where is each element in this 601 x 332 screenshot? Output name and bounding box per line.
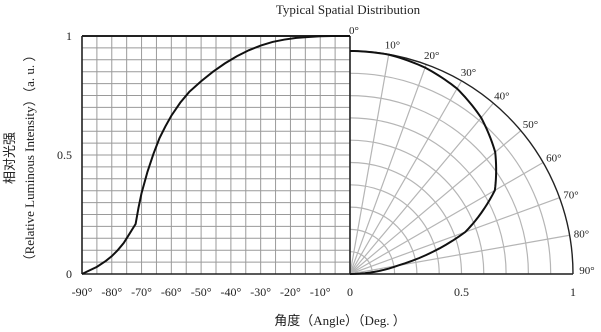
- polar-ring: [349, 72, 552, 275]
- x-tick-label: -10°: [310, 285, 331, 299]
- polar-curve: [349, 50, 498, 275]
- polar-r-tick-label: 1: [570, 285, 576, 299]
- y-tick-label: 1: [66, 29, 72, 43]
- polar-ring: [349, 139, 485, 275]
- polar-angle-label: 90°: [579, 265, 594, 277]
- axes: [81, 35, 573, 275]
- x-axis-label: 角度（Angle）（Deg. ）: [274, 313, 405, 328]
- polar-angle-label: 20°: [424, 50, 439, 62]
- x-tick-label: -20°: [280, 285, 301, 299]
- polar-angle-label: 10°: [385, 40, 400, 52]
- x-tick-label: -30°: [250, 285, 271, 299]
- polar-outer-arc: [349, 50, 574, 275]
- polar-r-tick-label: 0.5: [454, 285, 469, 299]
- x-tick-label: -60°: [161, 285, 182, 299]
- polar-ring: [349, 206, 418, 275]
- polar-angle-label: 70°: [563, 189, 578, 201]
- grid: [81, 35, 351, 275]
- polar-ring: [349, 184, 440, 275]
- x-tick-label: -80°: [101, 285, 122, 299]
- cartesian-curve: [81, 35, 350, 275]
- polar-angle-label: 0°: [349, 25, 359, 37]
- labels: Typical Spatial Distribution 角度（Angle）（D…: [2, 2, 595, 328]
- y-axis-label-line1: 相对光强: [2, 132, 17, 184]
- y-tick-label: 0.5: [57, 148, 72, 162]
- polar-grid: [349, 50, 574, 275]
- curves: [81, 35, 498, 275]
- y-axis-label-line2: （Relative Luminous Intensity）（a. u. ）: [22, 49, 37, 268]
- polar-ring: [349, 117, 507, 275]
- x-tick-label: -50°: [191, 285, 212, 299]
- polar-angle-label: 80°: [574, 229, 589, 241]
- polar-angle-label: 40°: [494, 91, 509, 103]
- chart-title: Typical Spatial Distribution: [276, 2, 421, 17]
- polar-ring: [349, 251, 373, 275]
- x-tick-label: -90°: [72, 285, 93, 299]
- polar-angle-label: 60°: [546, 153, 561, 165]
- x-tick-label: 0: [347, 285, 353, 299]
- x-tick-label: -40°: [220, 285, 241, 299]
- polar-angle-label: 30°: [461, 67, 476, 79]
- x-tick-label: -70°: [131, 285, 152, 299]
- polar-ring: [349, 95, 529, 275]
- polar-ring: [349, 161, 463, 275]
- polar-angle-label: 50°: [523, 119, 538, 131]
- y-tick-label: 0: [66, 267, 72, 281]
